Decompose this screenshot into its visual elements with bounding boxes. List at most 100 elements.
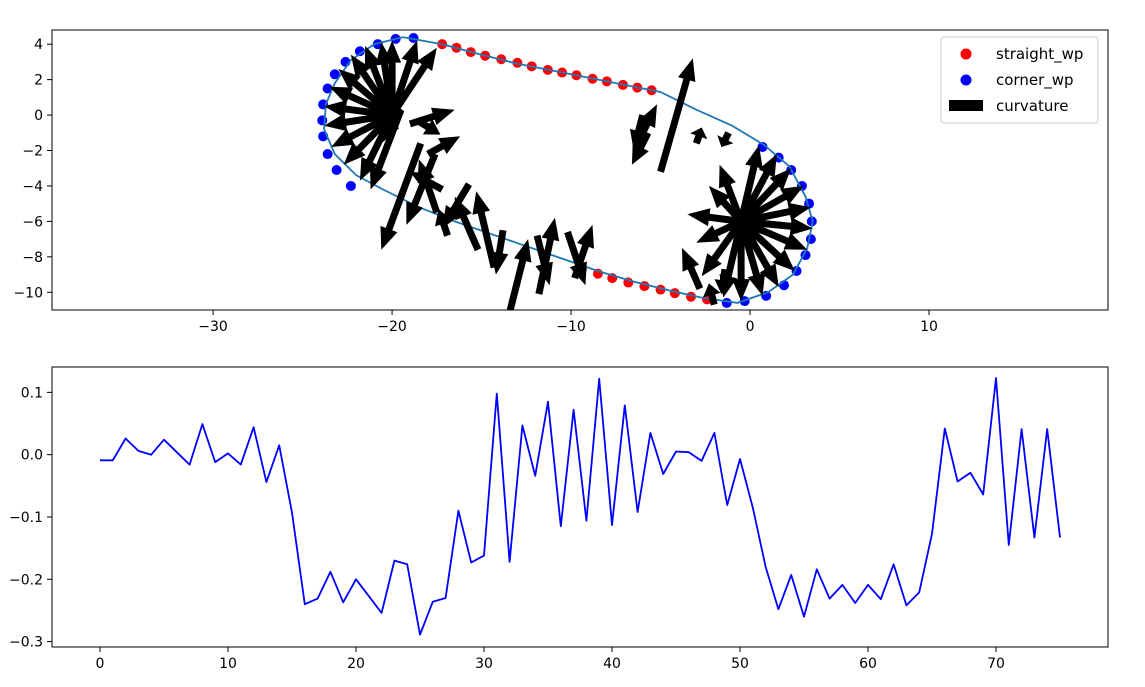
bottom-y-axis: 0.1 0.0 −0.1 −0.2 −0.3 — [9, 385, 52, 651]
curvature-arrow — [717, 131, 734, 147]
bottom-y-tick-label: −0.2 — [9, 572, 43, 588]
bottom-x-tick-label: 30 — [475, 656, 493, 672]
bottom-y-tick-label: −0.1 — [9, 510, 43, 526]
curvature-arrow — [331, 112, 394, 147]
curvature-arrow — [719, 164, 745, 223]
curvature-arrow — [732, 221, 751, 302]
curvature-arrow — [737, 220, 766, 296]
curvature-arrow — [364, 45, 396, 117]
corner-wp-point — [345, 180, 356, 191]
legend-marker-curvature — [949, 100, 983, 111]
curvature-arrow — [719, 220, 745, 298]
corner-wp-point — [805, 234, 816, 245]
curvature-arrow — [389, 47, 437, 118]
bottom-x-tick-label: 40 — [603, 656, 621, 672]
curvature-arrow — [687, 208, 742, 227]
curvature-arrow — [564, 230, 587, 286]
bottom-x-axis: 0 10 20 30 40 50 60 70 — [96, 647, 1005, 672]
curvature-arrow — [701, 219, 744, 277]
curvature-arrow — [696, 218, 743, 243]
legend-marker-straight-wp — [960, 48, 972, 60]
curvature-arrow — [690, 127, 708, 145]
top-y-tick-label: −8 — [22, 250, 43, 266]
top-plot-area — [317, 32, 817, 310]
curvature-arrow — [737, 145, 763, 223]
curvature-arrow — [682, 248, 704, 291]
curvature-arrow — [631, 131, 652, 165]
curvature-arrow — [410, 171, 444, 193]
top-x-tick-label: −20 — [377, 319, 407, 335]
curvature-arrow — [324, 111, 393, 132]
top-y-tick-label: 4 — [34, 37, 43, 53]
legend-label-straight-wp: straight_wp — [996, 45, 1083, 64]
curvature-arrow — [535, 217, 560, 295]
curvature-arrow — [738, 168, 792, 224]
corner-wp-point — [408, 32, 419, 43]
corner-wp-point — [331, 165, 342, 175]
legend: straight_wp corner_wp curvature — [940, 36, 1099, 124]
curvature-arrow — [490, 229, 509, 275]
curvature-arrow — [740, 217, 813, 236]
corner-wp-point — [329, 69, 340, 80]
curvature-arrow — [738, 218, 795, 271]
bottom-subplot: 0 10 20 30 40 50 60 70 0.1 0.0 −0.1 −0.2 −0.3 — [9, 366, 1109, 672]
top-y-axis: 4 2 0 −2 −4 −6 −8 −10 — [13, 37, 52, 301]
curvature-arrow — [406, 152, 439, 225]
bottom-x-tick-label: 10 — [219, 656, 237, 672]
bottom-y-tick-label: −0.3 — [9, 635, 43, 651]
curvature-arrow — [415, 117, 441, 135]
bottom-plot-area — [100, 377, 1061, 636]
legend-label-corner-wp: corner_wp — [996, 71, 1074, 90]
curvature-arrow — [472, 191, 498, 269]
bottom-x-tick-label: 50 — [731, 656, 749, 672]
curvature-arrow — [738, 219, 779, 287]
top-y-tick-label: −2 — [22, 144, 43, 160]
top-x-axis: −30 −20 −10 0 10 — [198, 310, 938, 335]
curvature-arrow — [324, 100, 393, 119]
curvature-arrow — [454, 196, 482, 252]
corner-wp-point — [322, 83, 333, 94]
top-axes-frame — [51, 29, 1109, 311]
corner-wp-point — [721, 297, 732, 308]
top-y-tick-label: −4 — [22, 179, 43, 195]
bottom-axes-frame — [51, 366, 1109, 648]
curvature-arrow — [370, 108, 405, 190]
top-subplot: −30 −20 −10 0 10 4 2 0 −2 −4 −6 −8 −10 straight_wp … — [13, 29, 1109, 335]
curvature-arrow — [426, 136, 461, 158]
legend-marker-corner-wp — [960, 74, 972, 86]
bottom-y-tick-label: 0.1 — [21, 385, 43, 401]
top-y-tick-label: 0 — [34, 108, 43, 124]
top-x-tick-label: −10 — [556, 319, 586, 335]
legend-label-curvature: curvature — [996, 97, 1068, 115]
corner-wp-point — [757, 141, 768, 152]
curvature-arrow — [703, 283, 721, 306]
curvature-arrow — [338, 69, 395, 118]
curvature-arrow — [506, 239, 532, 310]
top-x-tick-label: 0 — [746, 319, 755, 335]
top-y-tick-label: −10 — [13, 285, 43, 301]
top-y-tick-label: 2 — [34, 73, 43, 89]
curvature-arrow — [380, 142, 424, 250]
curvature-arrow — [657, 58, 696, 173]
curvature-series-line — [100, 377, 1061, 636]
curvature-arrow — [629, 114, 648, 151]
curvature-arrow — [375, 42, 396, 116]
bottom-x-tick-label: 60 — [859, 656, 877, 672]
bottom-x-tick-label: 70 — [987, 656, 1005, 672]
curvature-arrow — [343, 112, 395, 165]
curvature-arrow — [388, 40, 419, 117]
bottom-x-tick-label: 0 — [96, 656, 105, 672]
top-x-tick-label: 10 — [920, 319, 938, 335]
curvature-arrow — [740, 202, 811, 225]
bottom-y-tick-label: 0.0 — [21, 448, 43, 464]
bottom-x-tick-label: 20 — [347, 656, 365, 672]
top-y-tick-label: −6 — [22, 214, 43, 230]
top-x-tick-label: −30 — [198, 319, 228, 335]
path-line — [323, 36, 814, 304]
curvature-arrow — [350, 54, 395, 117]
corner-wp-point — [354, 46, 365, 57]
curvature-arrow — [442, 182, 472, 229]
curvature-arrow — [739, 185, 804, 225]
corner-wp-point — [322, 149, 333, 160]
